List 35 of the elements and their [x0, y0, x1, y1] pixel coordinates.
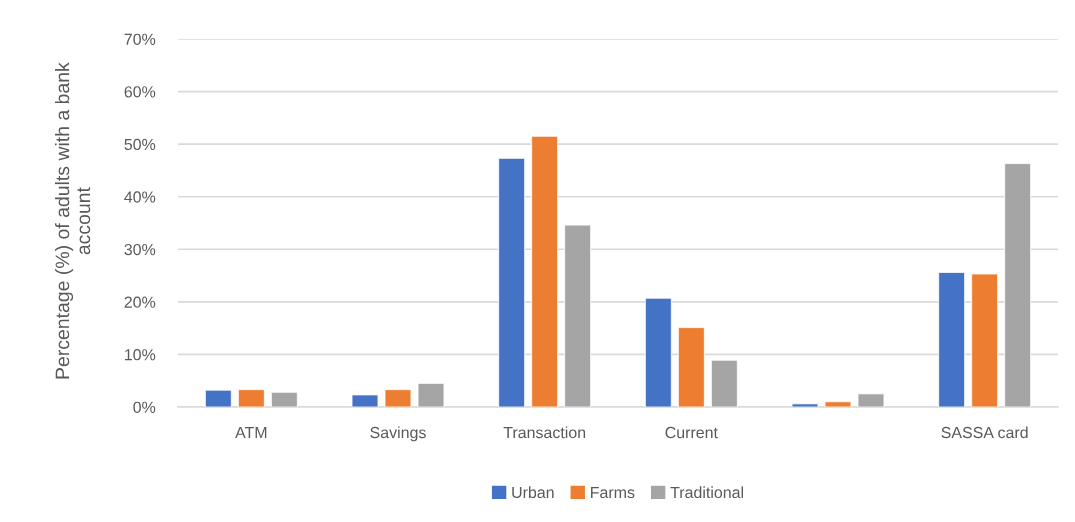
y-tick-label: 60%	[124, 86, 156, 98]
bar	[384, 389, 412, 407]
y-tick-label: 30%	[124, 243, 156, 256]
bar	[351, 394, 379, 407]
y-tick-label: 50%	[124, 138, 156, 151]
y-tick-label: 40%	[124, 191, 156, 203]
bar	[644, 297, 672, 407]
x-tick-label: Transaction	[503, 426, 586, 439]
y-tick-label: 10%	[125, 349, 156, 361]
bar	[857, 393, 885, 407]
y-tick-label: 20%	[124, 296, 156, 308]
y-tick-label: 70%	[124, 33, 156, 45]
bar	[1004, 163, 1032, 407]
bar	[824, 401, 852, 407]
bar	[204, 389, 232, 407]
legend-label: Traditional	[670, 486, 744, 499]
x-tick-label: SASSA card	[941, 426, 1028, 439]
x-tick-label: ATM	[235, 427, 267, 439]
bar	[237, 389, 265, 407]
legend-label: Urban	[512, 486, 554, 499]
bar	[531, 135, 559, 407]
bar	[710, 359, 738, 407]
bar	[938, 272, 966, 407]
bar	[677, 327, 705, 407]
bar	[791, 403, 819, 407]
x-tick-label: Current	[665, 426, 718, 439]
bar	[971, 273, 999, 407]
legend-label: Farms	[591, 486, 635, 499]
y-axis-title: Percentage (%) of adults with a bank account	[55, 62, 91, 379]
bar	[417, 382, 445, 407]
bar	[498, 157, 526, 407]
bar	[270, 391, 298, 407]
y-tick-label: 0%	[133, 401, 156, 413]
bar	[564, 224, 592, 407]
x-tick-label: Savings	[370, 426, 426, 442]
